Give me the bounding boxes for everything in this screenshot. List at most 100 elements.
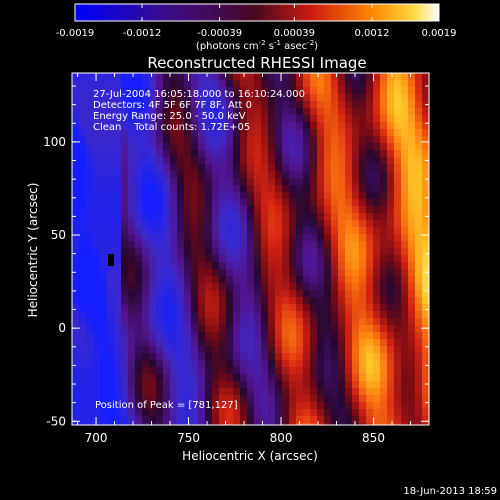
heatmap-cell xyxy=(338,262,346,270)
heatmap-cell xyxy=(261,332,269,340)
heatmap-cell xyxy=(198,416,206,424)
heatmap-cell xyxy=(254,143,262,151)
heatmap-cell xyxy=(303,353,311,361)
heatmap-cell xyxy=(352,304,360,312)
heatmap-cell xyxy=(394,101,402,109)
heatmap-cell xyxy=(219,192,227,200)
heatmap-cell xyxy=(135,395,143,403)
heatmap-cell xyxy=(86,290,94,298)
heatmap-cell xyxy=(142,73,150,81)
heatmap-cell xyxy=(128,367,136,375)
heatmap-cell xyxy=(324,311,332,319)
heatmap-cell xyxy=(359,227,367,235)
heatmap-cell xyxy=(254,318,262,326)
heatmap-cell xyxy=(170,157,178,165)
heatmap-cell xyxy=(359,213,367,221)
heatmap-cell xyxy=(184,87,192,95)
heatmap-cell xyxy=(191,262,199,270)
heatmap-cell xyxy=(254,262,262,270)
heatmap-cell xyxy=(205,395,213,403)
heatmap-cell xyxy=(408,241,416,249)
y-tick-label: 100 xyxy=(43,135,66,149)
heatmap-cell xyxy=(268,185,276,193)
heatmap-cell xyxy=(177,367,185,375)
heatmap-cell xyxy=(422,178,429,186)
heatmap-cell xyxy=(268,129,276,137)
heatmap-cell xyxy=(86,80,94,88)
heatmap-cell xyxy=(254,178,262,186)
heatmap-cell xyxy=(387,129,395,137)
heatmap-cell xyxy=(177,80,185,88)
heatmap-cell xyxy=(219,115,227,123)
heatmap-cell xyxy=(338,213,346,221)
heatmap-cell xyxy=(296,290,304,298)
heatmap-cell xyxy=(149,248,157,256)
heatmap-cell xyxy=(184,157,192,165)
heatmap-cell xyxy=(289,220,297,228)
heatmap-cell xyxy=(226,283,234,291)
heatmap-area xyxy=(72,73,429,425)
heatmap-cell xyxy=(121,136,129,144)
heatmap-cell xyxy=(352,339,360,347)
heatmap-cell xyxy=(268,150,276,158)
heatmap-cell xyxy=(352,192,360,200)
heatmap-cell xyxy=(72,276,80,284)
heatmap-cell xyxy=(275,73,283,81)
heatmap-cell xyxy=(324,262,332,270)
heatmap-cell xyxy=(345,192,353,200)
heatmap-cell xyxy=(100,325,108,333)
annotations: 27-Jul-2004 16:05:18.000 to 16:10:24.000… xyxy=(93,89,305,133)
annotation-detectors: Detectors: 4F 5F 6F 7F 8F, Att 0 xyxy=(93,100,252,111)
heatmap-cell xyxy=(121,276,129,284)
heatmap-cell xyxy=(240,304,248,312)
heatmap-cell xyxy=(247,129,255,137)
heatmap-cell xyxy=(142,150,150,158)
heatmap-cell xyxy=(380,178,388,186)
heatmap-cell xyxy=(247,297,255,305)
heatmap-cell xyxy=(226,143,234,151)
heatmap-cell xyxy=(254,108,262,116)
heatmap-cell xyxy=(72,227,80,235)
heatmap-cell xyxy=(240,87,248,95)
heatmap-cell xyxy=(135,73,143,81)
heatmap-cell xyxy=(268,101,276,109)
heatmap-cell xyxy=(72,122,80,130)
heatmap-cell xyxy=(135,346,143,354)
heatmap-cell xyxy=(275,192,283,200)
heatmap-cell xyxy=(128,255,136,263)
heatmap-cell xyxy=(86,122,94,130)
heatmap-cell xyxy=(303,304,311,312)
heatmap-cell xyxy=(177,304,185,312)
heatmap-cell xyxy=(352,381,360,389)
heatmap-cell xyxy=(261,276,269,284)
heatmap-cell xyxy=(247,213,255,221)
heatmap-cell xyxy=(366,94,374,102)
heatmap-cell xyxy=(107,136,115,144)
heatmap-cell xyxy=(387,360,395,368)
heatmap-cell xyxy=(331,374,339,382)
heatmap-cell xyxy=(177,94,185,102)
heatmap-cell xyxy=(352,297,360,305)
heatmap-cell xyxy=(205,339,213,347)
heatmap-cell xyxy=(303,164,311,172)
heatmap-cell xyxy=(114,290,122,298)
heatmap-cell xyxy=(338,325,346,333)
heatmap-cell xyxy=(282,157,290,165)
heatmap-cell xyxy=(233,73,241,81)
heatmap-cell xyxy=(198,374,206,382)
heatmap-cell xyxy=(310,276,318,284)
heatmap-cell xyxy=(317,115,325,123)
heatmap-cell xyxy=(317,395,325,403)
heatmap-cell xyxy=(72,136,80,144)
heatmap-cell xyxy=(205,269,213,277)
heatmap-cell xyxy=(149,129,157,137)
heatmap-cell xyxy=(338,101,346,109)
heatmap-cell xyxy=(380,388,388,396)
heatmap-cell xyxy=(254,346,262,354)
heatmap-cell xyxy=(373,220,381,228)
heatmap-cell xyxy=(310,374,318,382)
heatmap-cell xyxy=(212,192,220,200)
heatmap-cell xyxy=(226,339,234,347)
heatmap-cell xyxy=(170,262,178,270)
heatmap-cell xyxy=(128,290,136,298)
